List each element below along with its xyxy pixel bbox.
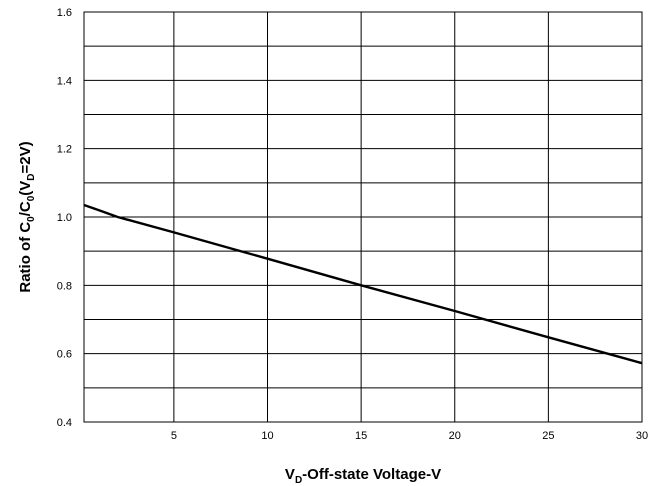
x-axis-title-prefix: V	[285, 466, 295, 483]
y-axis-title-part4: =2V)	[17, 141, 34, 173]
y-tick-label: 1.6	[57, 7, 72, 19]
y-tick-labels: 0.4 0.6 0.8 1.0 1.2 1.4 1.6	[57, 7, 72, 429]
y-tick-label: 1.4	[57, 75, 72, 87]
y-tick-label: 1.2	[57, 144, 72, 156]
grid	[84, 12, 642, 422]
series-line	[83, 203, 643, 365]
y-axis-title-part1: Ratio of C	[17, 222, 34, 293]
y-axis-title-part3: (V	[17, 181, 34, 196]
y-tick-label: 0.8	[57, 280, 72, 292]
x-axis-title-sub: D	[295, 475, 302, 486]
y-axis-title: Ratio of C0/C0(VD=2V)	[17, 141, 37, 292]
x-tick-label: 5	[171, 430, 177, 442]
y-tick-label: 1.0	[57, 212, 72, 224]
x-tick-label: 25	[542, 430, 554, 442]
x-tick-label: 20	[449, 430, 461, 442]
y-tick-label: 0.6	[57, 349, 72, 361]
y-axis-title-part2: /C	[17, 201, 34, 216]
x-tick-label: 10	[261, 430, 273, 442]
x-axis-title-suffix: -Off-state Voltage-V	[302, 466, 441, 483]
series-group	[83, 203, 643, 365]
x-axis-title: VD-Off-state Voltage-V	[285, 466, 441, 486]
x-tick-labels: 5 10 15 20 25 30	[171, 430, 648, 442]
plot-frame	[83, 11, 643, 423]
y-tick-label: 0.4	[57, 417, 72, 429]
y-axis-title-sub3: D	[26, 173, 37, 180]
x-tick-label: 15	[355, 430, 367, 442]
x-tick-label: 30	[636, 430, 648, 442]
y-axis-title-sub1: 0	[26, 216, 37, 222]
y-axis-title-sub2: 0	[26, 195, 37, 201]
